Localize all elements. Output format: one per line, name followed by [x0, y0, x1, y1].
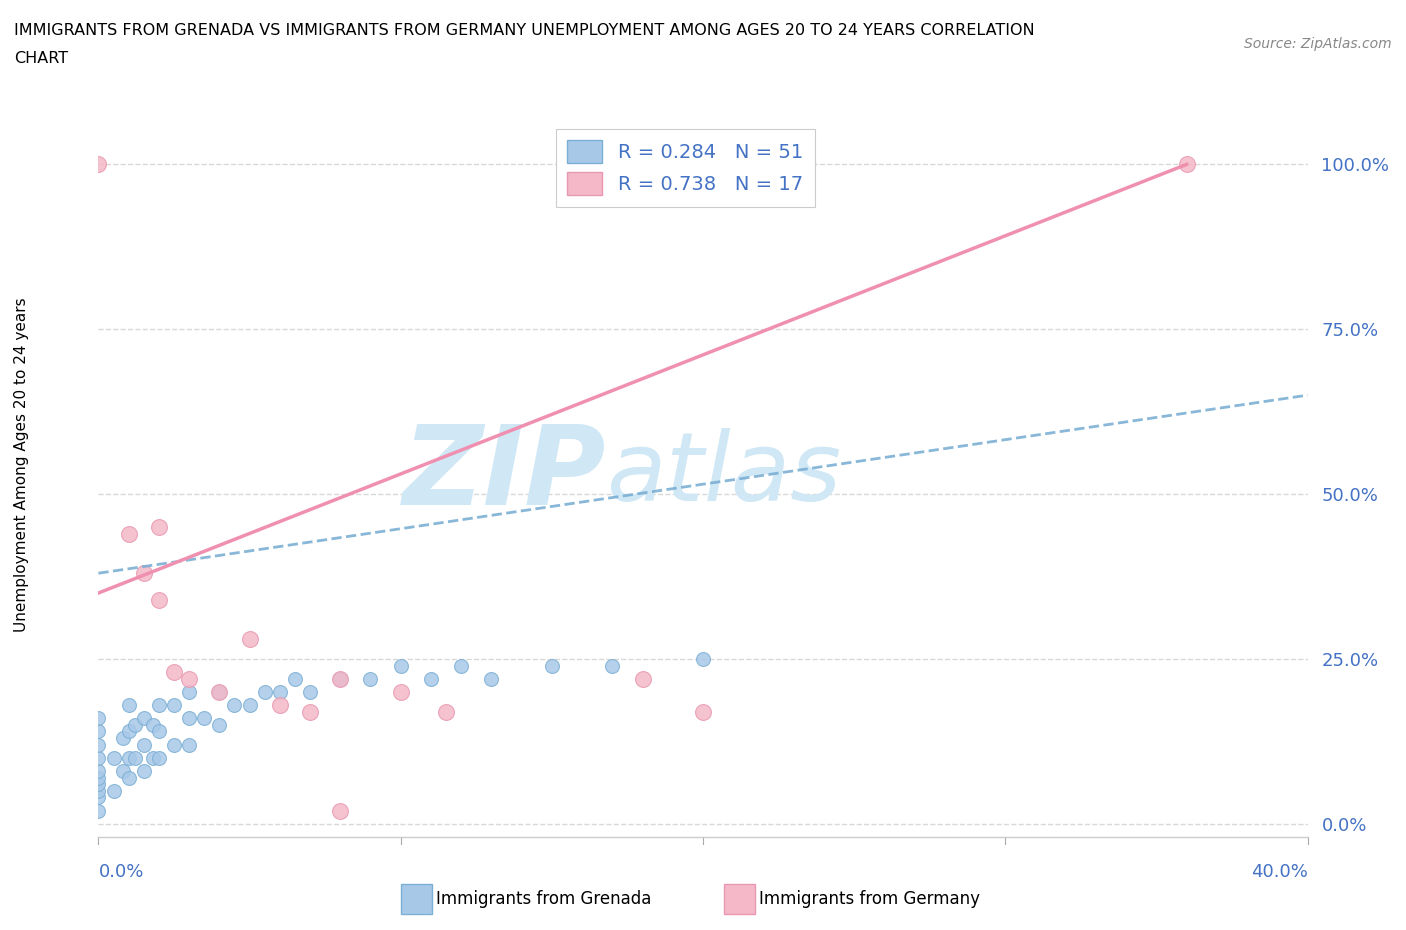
- Point: [163, 698, 186, 712]
- Point: [1175, 157, 1198, 172]
- Point: [163, 665, 186, 680]
- Point: [111, 731, 134, 746]
- Point: [148, 592, 170, 607]
- Point: [103, 751, 125, 765]
- Point: [450, 658, 472, 673]
- Point: [177, 684, 201, 699]
- Point: [87, 790, 110, 804]
- Point: [148, 520, 170, 535]
- Point: [329, 671, 352, 686]
- Point: [177, 737, 201, 752]
- Point: [103, 783, 125, 798]
- Point: [124, 751, 146, 765]
- Point: [269, 684, 291, 699]
- Point: [284, 671, 307, 686]
- Point: [177, 711, 201, 725]
- Point: [118, 698, 141, 712]
- Point: [142, 751, 165, 765]
- Point: [87, 737, 110, 752]
- Point: [208, 684, 231, 699]
- Point: [148, 724, 170, 739]
- Point: [239, 631, 262, 646]
- Point: [118, 770, 141, 785]
- Point: [481, 671, 503, 686]
- Point: [142, 717, 165, 732]
- Text: 40.0%: 40.0%: [1251, 863, 1308, 882]
- Point: [360, 671, 382, 686]
- Point: [224, 698, 246, 712]
- Legend: R = 0.284   N = 51, R = 0.738   N = 17: R = 0.284 N = 51, R = 0.738 N = 17: [555, 128, 814, 206]
- Point: [389, 684, 412, 699]
- Point: [87, 711, 110, 725]
- Point: [269, 698, 291, 712]
- Point: [692, 652, 714, 667]
- Point: [540, 658, 562, 673]
- Point: [602, 658, 624, 673]
- Point: [208, 684, 231, 699]
- Text: Immigrants from Grenada: Immigrants from Grenada: [436, 890, 651, 909]
- Point: [434, 704, 457, 719]
- Point: [87, 751, 110, 765]
- Point: [132, 565, 155, 580]
- Point: [148, 751, 170, 765]
- Point: [87, 724, 110, 739]
- Point: [111, 764, 134, 778]
- Text: atlas: atlas: [606, 428, 841, 521]
- Point: [87, 157, 110, 172]
- Point: [118, 724, 141, 739]
- Point: [132, 711, 155, 725]
- Point: [87, 777, 110, 791]
- Point: [87, 783, 110, 798]
- Point: [87, 804, 110, 818]
- Text: Unemployment Among Ages 20 to 24 years: Unemployment Among Ages 20 to 24 years: [14, 298, 28, 632]
- Point: [124, 717, 146, 732]
- Point: [253, 684, 276, 699]
- Point: [87, 764, 110, 778]
- Point: [148, 698, 170, 712]
- Point: [87, 770, 110, 785]
- Point: [208, 717, 231, 732]
- Point: [631, 671, 654, 686]
- Text: Immigrants from Germany: Immigrants from Germany: [759, 890, 980, 909]
- Point: [389, 658, 412, 673]
- Point: [419, 671, 441, 686]
- Point: [118, 751, 141, 765]
- Point: [163, 737, 186, 752]
- Point: [132, 737, 155, 752]
- Point: [132, 764, 155, 778]
- Point: [177, 671, 201, 686]
- Point: [329, 671, 352, 686]
- Point: [118, 526, 141, 541]
- Point: [329, 804, 352, 818]
- Text: CHART: CHART: [14, 51, 67, 66]
- Text: IMMIGRANTS FROM GRENADA VS IMMIGRANTS FROM GERMANY UNEMPLOYMENT AMONG AGES 20 TO: IMMIGRANTS FROM GRENADA VS IMMIGRANTS FR…: [14, 23, 1035, 38]
- Point: [193, 711, 215, 725]
- Text: 0.0%: 0.0%: [98, 863, 143, 882]
- Text: ZIP: ZIP: [402, 420, 606, 528]
- Point: [299, 704, 322, 719]
- Text: Source: ZipAtlas.com: Source: ZipAtlas.com: [1244, 37, 1392, 51]
- Point: [299, 684, 322, 699]
- Point: [239, 698, 262, 712]
- Point: [692, 704, 714, 719]
